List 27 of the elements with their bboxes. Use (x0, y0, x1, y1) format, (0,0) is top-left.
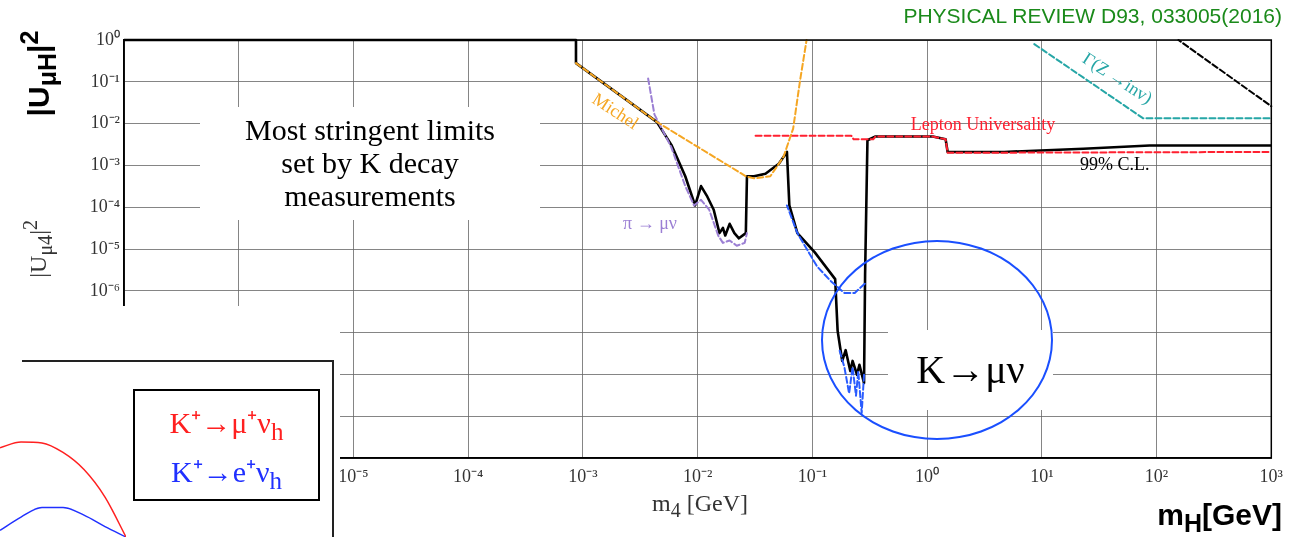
y-tick-label: 10⁰ (96, 28, 120, 49)
text: K⁺→μ⁺ν$_{h}$ (168, 405, 285, 447)
y-tick-label: 10⁻² (90, 112, 120, 133)
x-tick-label: 10⁻¹ (797, 465, 828, 486)
annotation: Most stringent limits set by K decay measurements (200, 107, 540, 220)
x-tick-label: 10¹ (1030, 465, 1054, 486)
x-tick-label: 10⁰ (915, 465, 940, 486)
text: K⁺→e⁺ν$_{h}$ (169, 454, 283, 496)
y-tick-label: 10⁻⁶ (89, 279, 120, 300)
annotation: K→μν (888, 330, 1053, 410)
y-tick-label: 10⁻³ (90, 154, 121, 175)
annotation: 99% C.L. (1080, 154, 1150, 175)
text: Γ(Z →inv) (1078, 48, 1157, 109)
y-tick-label: 10⁻⁴ (89, 195, 120, 216)
x-axis-title: m$_{4}$ [GeV] (651, 490, 749, 522)
x-tick-label: 10⁻⁴ (453, 465, 484, 486)
x-tick-label: 10⁻³ (568, 465, 599, 486)
text: PHYSICAL REVIEW D93, 033005(2016) (903, 4, 1282, 28)
y-tick-label: 10⁻⁵ (89, 237, 120, 258)
x-tick-label: 10⁻⁵ (338, 465, 369, 486)
y-tick-label: 10⁻¹ (90, 70, 120, 91)
x-tick-label: 10² (1144, 465, 1169, 486)
series-label: π → μν (623, 212, 677, 233)
x-tick-label: 10³ (1259, 465, 1284, 486)
x-tick-label: 10⁻² (682, 465, 713, 486)
text: m$_{H}$[GeV] (1157, 498, 1282, 537)
series-label: Lepton Universality (910, 113, 1056, 134)
